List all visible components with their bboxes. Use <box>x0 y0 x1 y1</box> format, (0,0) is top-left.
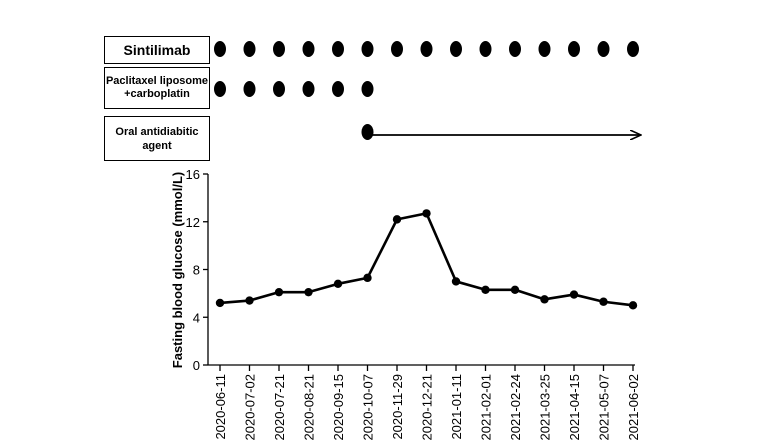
row-label-oral-line-2: agent <box>142 139 172 152</box>
dose-marker <box>361 81 374 97</box>
y-tick-label: 8 <box>193 263 200 278</box>
glucose-data-point <box>481 285 490 294</box>
y-tick-label: 4 <box>193 310 200 325</box>
glucose-data-point <box>363 273 372 283</box>
y-tick-label: 16 <box>186 167 200 182</box>
dose-marker <box>538 41 551 57</box>
y-axis-label: Fasting blood glucose (mmol/L) <box>170 172 185 368</box>
x-tick-label: 2021-05-07 <box>597 374 612 441</box>
axes-layer: 0 4 8 12 16 2020-06-11 2020-07-02 2020-07-21 202… <box>186 167 641 441</box>
x-tick-label: 2020-12-21 <box>420 374 435 441</box>
treatment-start-marker <box>361 124 374 140</box>
glucose-data-point <box>333 279 343 289</box>
dose-marker <box>568 41 580 57</box>
y-tick-label: 12 <box>186 215 200 230</box>
glucose-data-point <box>422 209 431 218</box>
glucose-data-point <box>392 215 402 224</box>
x-tick-label: 2020-11-29 <box>390 374 405 440</box>
glucose-data-point <box>245 296 254 305</box>
x-tick-label: 2021-04-15 <box>567 374 582 441</box>
glucose-data-point <box>510 285 520 294</box>
x-tick-label: 2021-02-24 <box>508 374 523 441</box>
glucose-data-point <box>540 295 549 304</box>
x-tick-label: 2020-09-15 <box>331 374 346 441</box>
glucose-data-point <box>451 277 461 286</box>
x-tick-label: 2020-10-07 <box>361 374 376 441</box>
dose-marker <box>479 41 492 57</box>
dose-marker <box>332 41 344 57</box>
x-tick-label: 2021-03-25 <box>538 374 553 441</box>
dose-marker <box>509 41 521 57</box>
dose-marker <box>302 41 315 57</box>
dose-marker <box>214 81 226 97</box>
x-tick-label: 2021-02-01 <box>479 374 494 441</box>
y-tick-label: 0 <box>193 358 200 373</box>
x-tick-label: 2020-06-11 <box>213 374 228 440</box>
glucose-data-point <box>569 290 579 299</box>
dose-marker <box>302 81 315 97</box>
row-label-oral-line-1: Oral antidiabitic <box>115 125 199 138</box>
row-label-sintilimab-line-1: Sintilimab <box>123 42 191 58</box>
dose-marker <box>391 41 403 57</box>
dose-marker <box>420 41 433 57</box>
dose-marker <box>597 41 610 57</box>
x-tick-label: 2021-06-02 <box>626 374 641 441</box>
row-label-paclitaxel: Paclitaxel liposome +carboplatin <box>104 67 210 109</box>
glucose-data-point <box>215 298 225 308</box>
dose-marker <box>243 81 256 97</box>
glucose-data-point <box>274 287 284 297</box>
series-layer <box>215 209 638 310</box>
row-label-paclitaxel-line-1: Paclitaxel liposome <box>105 75 209 87</box>
dose-marker <box>273 41 285 57</box>
dose-marker <box>273 81 285 97</box>
x-tick-label: 2020-07-21 <box>272 374 287 441</box>
dose-marker <box>214 41 226 57</box>
row-label-paclitaxel-line-2: +carboplatin <box>124 88 190 100</box>
timeline-layer <box>214 41 641 140</box>
dose-marker <box>332 81 344 97</box>
x-tick-label: 2021-01-11 <box>449 374 464 440</box>
glucose-data-point <box>599 297 608 306</box>
glucose-data-point <box>304 287 313 297</box>
row-label-oral-antidiabetic: Oral antidiabitic agent <box>104 116 210 161</box>
dose-marker <box>361 41 374 57</box>
dose-marker <box>243 41 256 57</box>
dose-marker <box>627 41 639 57</box>
row-label-sintilimab: Sintilimab <box>104 36 210 64</box>
dose-marker <box>450 41 462 57</box>
x-tick-label: 2020-07-02 <box>243 374 258 441</box>
glucose-data-point <box>628 301 638 310</box>
x-tick-label: 2020-08-21 <box>302 374 317 441</box>
